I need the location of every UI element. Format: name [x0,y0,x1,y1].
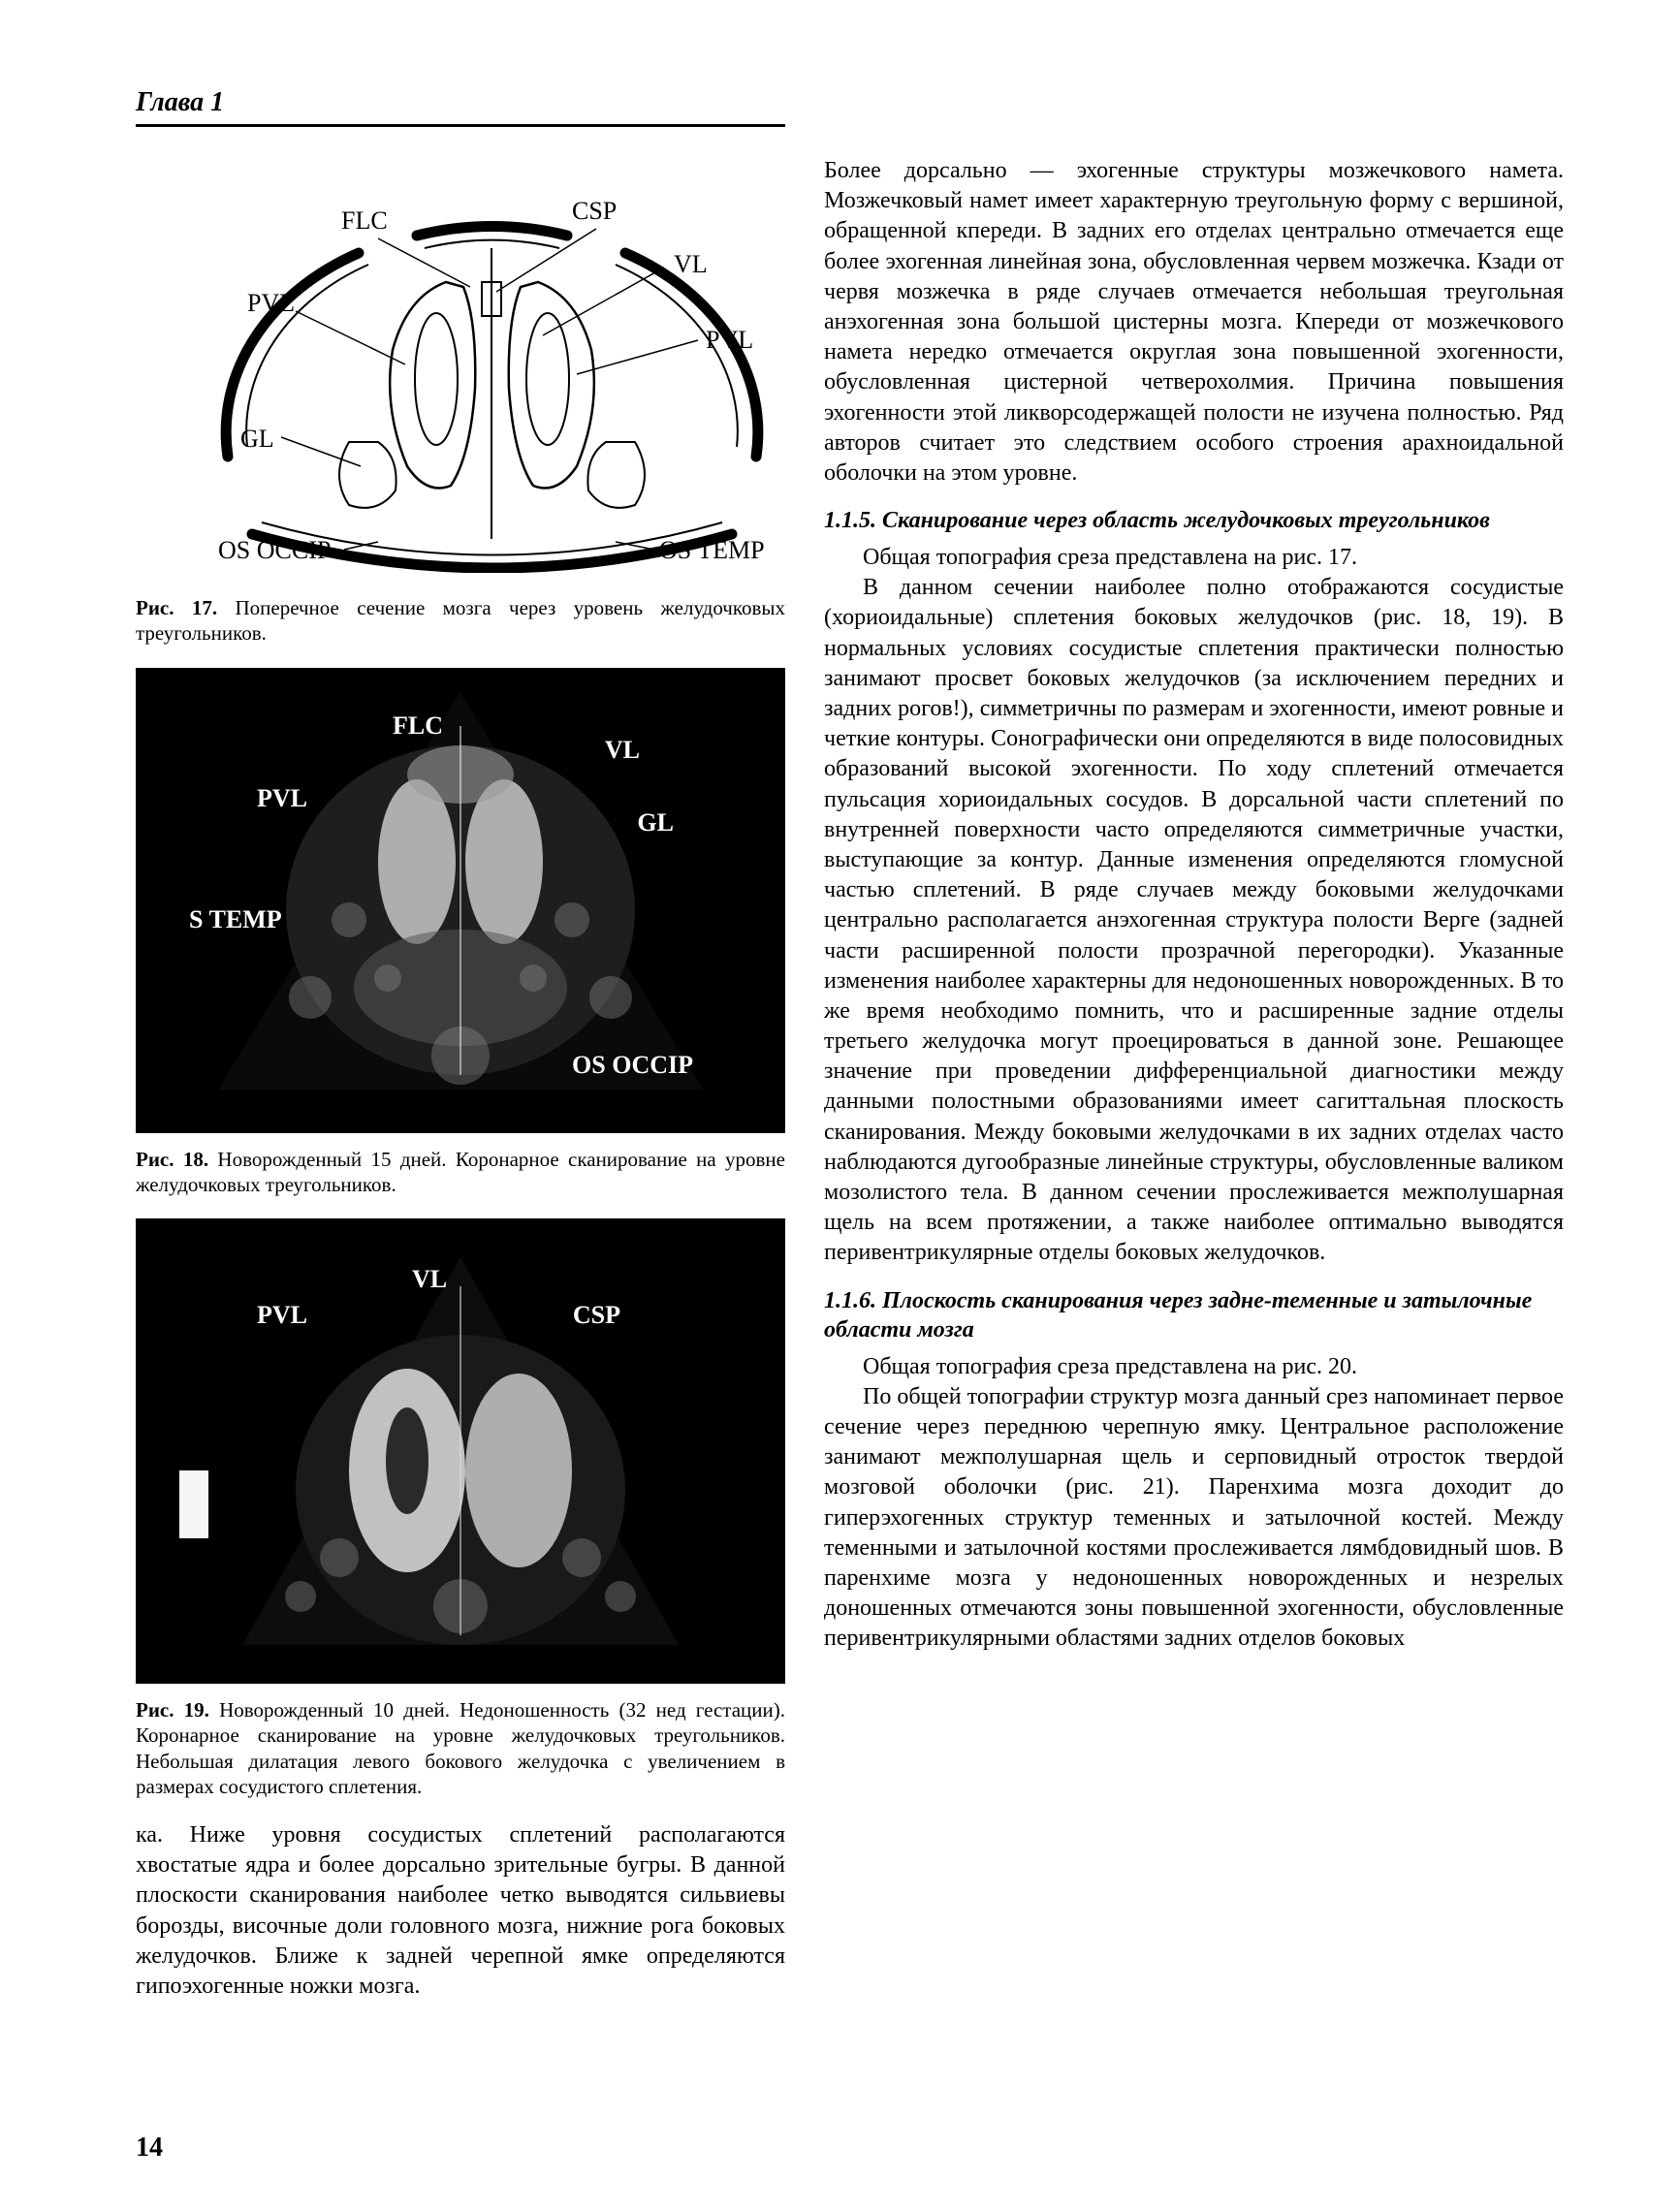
figure-18-ultrasound: FLC VL PVL GL S TEMP OS OCCIP [136,668,785,1133]
section-115-p2: В данном сечении наиболее полно отобража… [824,573,1564,1268]
section-116-heading: 1.1.6. Плоскость сканирования через задн… [824,1286,1564,1344]
right-top-text: Более дорсально — эхогенные структуры мо… [824,156,1564,489]
page-number: 14 [136,2133,163,2164]
right-column: Более дорсально — эхогенные структуры мо… [824,156,1564,2002]
figure-19-caption-text: Новорожденный 10 дней. Недоношенность (3… [136,1698,785,1798]
left-paragraph: ка. Ниже уровня сосудистых сплетений рас… [136,1820,785,2002]
figure-18-caption-bold: Рис. 18. [136,1148,208,1171]
figure-17-diagram: FLC CSP VL PVL PVL GL OS OCCIP OS TEMP [136,156,785,578]
section-116-p1: Общая топография среза представлена на р… [824,1352,1564,1382]
figure-17-caption: Рис. 17. Поперечное сечение мозга через … [136,595,785,647]
section-116-p2: По общей топографии структур мозга данны… [824,1382,1564,1655]
section-115-body: Общая топография среза представлена на р… [824,543,1564,1269]
page: Глава 1 [0,0,1680,2212]
fig18-label-flc: FLC [393,711,443,741]
fig17-label-os-temp: OS TEMP [659,536,765,564]
fig17-label-os-occip: OS OCCIP [218,536,331,564]
section-116-body: Общая топография среза представлена на р… [824,1352,1564,1655]
figure-18-caption-text: Новорожденный 15 дней. Коронарное сканир… [136,1148,785,1196]
fig19-label-csp: CSP [573,1301,620,1330]
fig17-label-csp: CSP [572,197,617,225]
fig18-label-osoccip: OS OCCIP [572,1051,693,1080]
fig17-label-gl: GL [240,425,274,453]
fig17-label-pvl-right: PVL [706,326,753,354]
section-115-heading: 1.1.5. Сканирование через область желудо… [824,506,1564,535]
figure-19-caption-bold: Рис. 19. [136,1698,209,1722]
fig18-label-vl: VL [605,736,640,765]
fig17-label-flc: FLC [341,206,388,235]
two-column-layout: FLC CSP VL PVL PVL GL OS OCCIP OS TEMP Р… [136,156,1564,2002]
fig17-label-vl: VL [674,250,708,278]
fig18-label-stemp: S TEMP [189,905,282,934]
left-body-text: ка. Ниже уровня сосудистых сплетений рас… [136,1820,785,2002]
right-top-paragraph: Более дорсально — эхогенные структуры мо… [824,156,1564,489]
section-115-p1: Общая топография среза представлена на р… [824,543,1564,573]
fig17-label-pvl-left: PVL [247,289,295,317]
figure-17-caption-text: Поперечное сечение мозга через уровень ж… [136,596,785,645]
figure-19-ultrasound: VL PVL CSP [136,1218,785,1684]
fig18-label-gl: GL [637,808,674,837]
fig18-label-pvl: PVL [257,784,307,813]
left-column: FLC CSP VL PVL PVL GL OS OCCIP OS TEMP Р… [136,156,785,2002]
chapter-header: Глава 1 [136,87,785,127]
fig19-label-pvl: PVL [257,1301,307,1330]
figure-19-caption: Рис. 19. Новорожденный 10 дней. Недоноше… [136,1697,785,1799]
fig19-label-vl: VL [412,1265,447,1294]
figure-17-caption-bold: Рис. 17. [136,596,217,619]
figure-18-caption: Рис. 18. Новорожденный 15 дней. Коронарн… [136,1147,785,1198]
